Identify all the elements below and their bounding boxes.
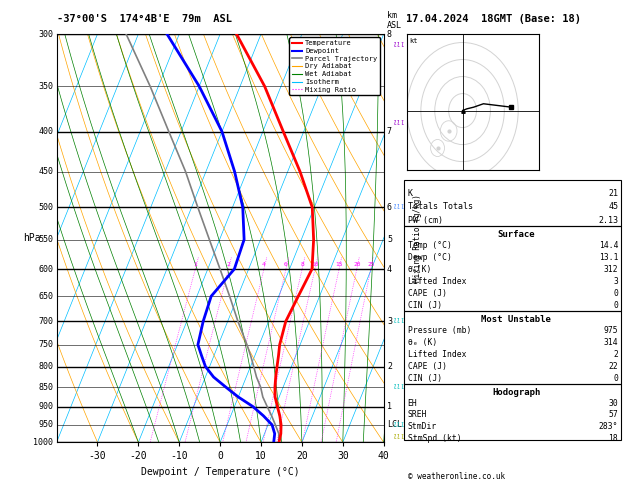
Text: θₑ (K): θₑ (K): [408, 338, 437, 347]
Text: 600: 600: [38, 264, 53, 274]
Text: CAPE (J): CAPE (J): [408, 289, 447, 298]
Text: 21: 21: [608, 189, 618, 198]
Text: 22: 22: [608, 362, 618, 371]
Text: 1: 1: [387, 402, 392, 411]
Text: Hodograph: Hodograph: [492, 388, 540, 397]
Text: 1: 1: [193, 261, 197, 267]
Text: 0: 0: [613, 374, 618, 383]
Text: 800: 800: [38, 362, 53, 371]
Text: EH: EH: [408, 399, 418, 408]
Text: 30: 30: [608, 399, 618, 408]
Text: K: K: [408, 189, 413, 198]
Text: PW (cm): PW (cm): [408, 216, 443, 225]
Text: CAPE (J): CAPE (J): [408, 362, 447, 371]
Text: © weatheronline.co.uk: © weatheronline.co.uk: [408, 472, 504, 481]
Text: hPa: hPa: [23, 233, 40, 243]
Text: 17.04.2024  18GMT (Base: 18): 17.04.2024 18GMT (Base: 18): [406, 14, 581, 24]
Text: 57: 57: [608, 410, 618, 419]
Text: Surface: Surface: [498, 230, 535, 239]
Text: StmDir: StmDir: [408, 422, 437, 431]
Text: LCL: LCL: [387, 420, 402, 429]
Text: km
ASL: km ASL: [387, 11, 402, 30]
Text: 350: 350: [38, 82, 53, 91]
Text: 2: 2: [613, 350, 618, 359]
Text: 1000: 1000: [33, 438, 53, 447]
Text: 0: 0: [613, 301, 618, 311]
Text: 4: 4: [262, 261, 266, 267]
Text: 975: 975: [604, 326, 618, 335]
Text: lll: lll: [393, 422, 406, 428]
Text: Dewp (°C): Dewp (°C): [408, 253, 452, 262]
Text: 550: 550: [38, 235, 53, 244]
Text: 650: 650: [38, 292, 53, 301]
Text: 4: 4: [387, 264, 392, 274]
Text: 400: 400: [38, 127, 53, 136]
Text: 3: 3: [613, 277, 618, 286]
Text: 25: 25: [367, 261, 374, 267]
Text: 2: 2: [387, 362, 392, 371]
Text: Most Unstable: Most Unstable: [481, 315, 551, 324]
Text: 7: 7: [387, 127, 392, 136]
Text: 3: 3: [387, 317, 392, 326]
Text: 6: 6: [387, 203, 392, 212]
Text: lll: lll: [393, 318, 406, 324]
Text: 314: 314: [604, 338, 618, 347]
Text: 950: 950: [38, 420, 53, 429]
Text: 15: 15: [335, 261, 343, 267]
Text: 8: 8: [387, 30, 392, 38]
Text: 2: 2: [226, 261, 230, 267]
Text: StmSpd (kt): StmSpd (kt): [408, 434, 461, 443]
Text: Totals Totals: Totals Totals: [408, 202, 472, 211]
Text: Lifted Index: Lifted Index: [408, 277, 466, 286]
Legend: Temperature, Dewpoint, Parcel Trajectory, Dry Adiabat, Wet Adiabat, Isotherm, Mi: Temperature, Dewpoint, Parcel Trajectory…: [289, 37, 380, 95]
Text: 13.1: 13.1: [599, 253, 618, 262]
Text: lll: lll: [393, 384, 406, 390]
Text: 5: 5: [387, 235, 392, 244]
X-axis label: Dewpoint / Temperature (°C): Dewpoint / Temperature (°C): [141, 467, 299, 477]
Text: SREH: SREH: [408, 410, 427, 419]
Text: 20: 20: [353, 261, 360, 267]
Text: kt: kt: [409, 37, 418, 44]
Text: 10: 10: [311, 261, 319, 267]
Text: 283°: 283°: [599, 422, 618, 431]
Text: 500: 500: [38, 203, 53, 212]
Text: 0: 0: [613, 289, 618, 298]
Text: -37°00'S  174°4B'E  79m  ASL: -37°00'S 174°4B'E 79m ASL: [57, 14, 231, 24]
Text: 850: 850: [38, 382, 53, 392]
Text: 2.13: 2.13: [598, 216, 618, 225]
Text: 8: 8: [300, 261, 304, 267]
Text: 14.4: 14.4: [599, 241, 618, 250]
Text: θₑ(K): θₑ(K): [408, 265, 432, 274]
Text: Mixing Ratio (g/kg): Mixing Ratio (g/kg): [413, 194, 422, 282]
Text: 312: 312: [604, 265, 618, 274]
Text: 6: 6: [284, 261, 288, 267]
Text: lll: lll: [393, 42, 406, 48]
Text: 450: 450: [38, 167, 53, 176]
Text: 45: 45: [608, 202, 618, 211]
Text: lll: lll: [393, 204, 406, 210]
Text: 700: 700: [38, 317, 53, 326]
Text: 900: 900: [38, 402, 53, 411]
Text: lll: lll: [393, 120, 406, 126]
Text: Lifted Index: Lifted Index: [408, 350, 466, 359]
Text: 300: 300: [38, 30, 53, 38]
Text: 750: 750: [38, 340, 53, 349]
Text: CIN (J): CIN (J): [408, 301, 442, 311]
Text: lll: lll: [393, 434, 406, 440]
Text: Temp (°C): Temp (°C): [408, 241, 452, 250]
Text: Pressure (mb): Pressure (mb): [408, 326, 471, 335]
Text: 18: 18: [608, 434, 618, 443]
Text: CIN (J): CIN (J): [408, 374, 442, 383]
